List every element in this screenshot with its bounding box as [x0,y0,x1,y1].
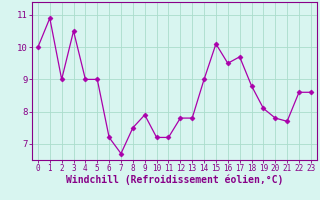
X-axis label: Windchill (Refroidissement éolien,°C): Windchill (Refroidissement éolien,°C) [66,175,283,185]
